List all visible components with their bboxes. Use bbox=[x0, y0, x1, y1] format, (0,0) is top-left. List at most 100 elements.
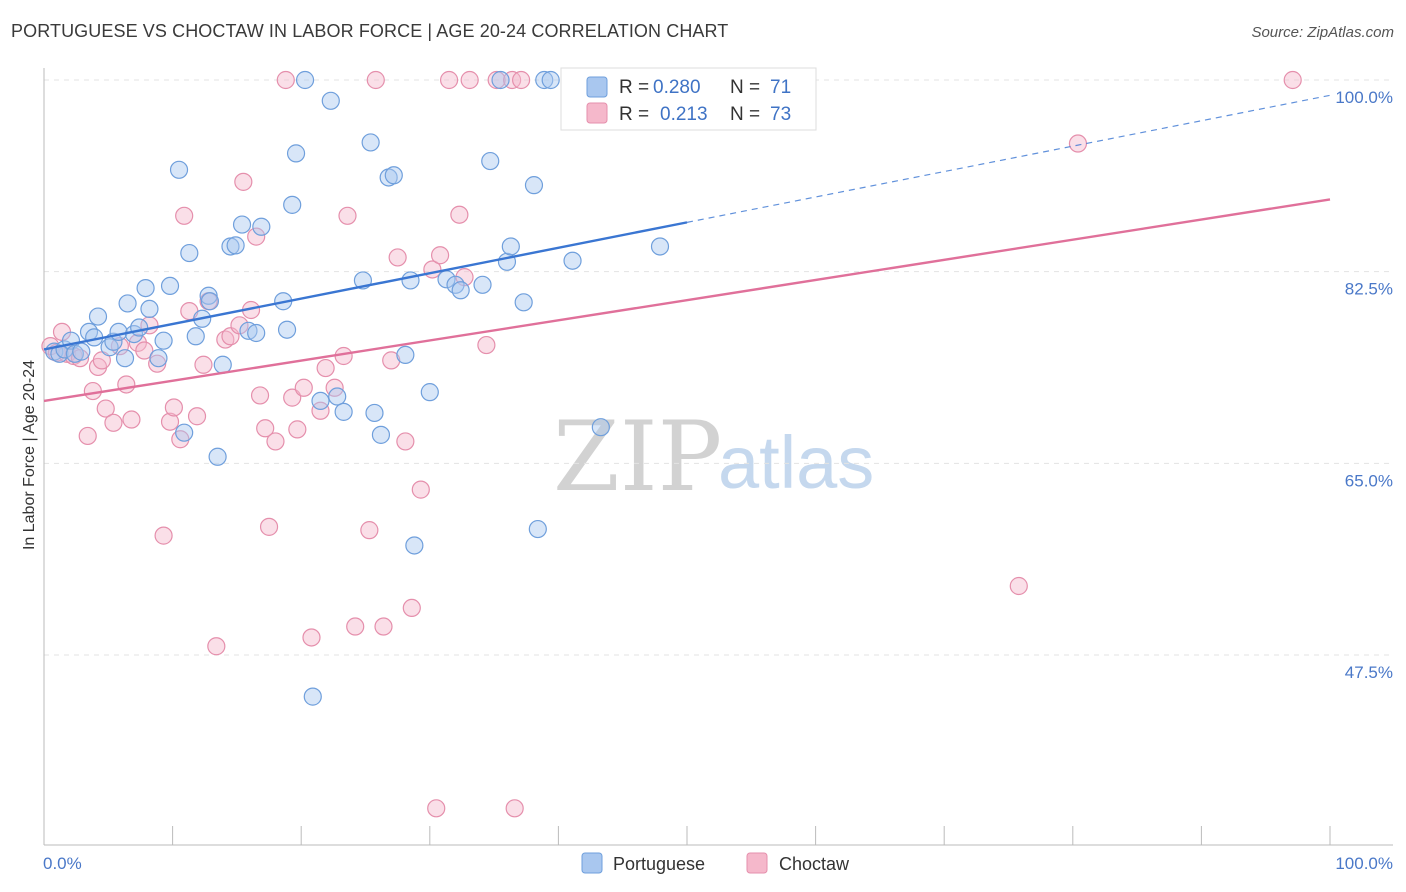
choctaw-point bbox=[117, 375, 136, 394]
portuguese-point bbox=[524, 176, 544, 195]
portuguese-point bbox=[321, 91, 340, 110]
choctaw-point bbox=[346, 617, 365, 636]
axes bbox=[43, 68, 1393, 846]
choctaw-point bbox=[234, 172, 253, 191]
portuguese-point bbox=[541, 70, 560, 90]
portuguese-point bbox=[384, 166, 403, 185]
portuguese-point bbox=[232, 215, 252, 234]
choctaw-point bbox=[450, 205, 469, 224]
choctaw-point bbox=[487, 70, 506, 90]
gridlines bbox=[44, 79, 1393, 656]
portuguese-point bbox=[514, 293, 533, 312]
choctaw-point bbox=[302, 628, 321, 647]
portuguese-point bbox=[396, 345, 415, 365]
choctaw-point bbox=[316, 358, 335, 378]
choctaw-point bbox=[439, 70, 459, 90]
legend-choctaw-label: Choctaw bbox=[779, 854, 850, 874]
choctaw-point bbox=[388, 248, 407, 267]
portuguese-n-value: 71 bbox=[770, 77, 791, 98]
portuguese-point bbox=[283, 195, 302, 214]
choctaw-point bbox=[283, 388, 302, 407]
choctaw-point bbox=[1283, 70, 1302, 90]
stats-legend: R = 0.280 N = 71 R = 0.213 N = 73 bbox=[560, 67, 817, 131]
choctaw-point bbox=[430, 246, 450, 265]
choctaw-point bbox=[266, 432, 285, 451]
choctaw-point bbox=[187, 407, 207, 426]
portuguese-point bbox=[311, 391, 330, 411]
choctaw-point bbox=[194, 355, 213, 374]
portuguese-points bbox=[45, 70, 670, 706]
choctaw-point bbox=[477, 335, 496, 355]
choctaw-point bbox=[460, 70, 479, 90]
choctaw-point bbox=[411, 480, 430, 499]
portuguese-point bbox=[473, 275, 492, 294]
choctaw-point bbox=[259, 517, 279, 536]
legend-portuguese-swatch bbox=[581, 852, 603, 874]
portuguese-point bbox=[186, 327, 205, 346]
choctaw-point bbox=[135, 341, 154, 360]
portuguese-swatch bbox=[586, 76, 608, 98]
choctaw-point bbox=[83, 381, 102, 401]
choctaw-point bbox=[154, 526, 173, 545]
x-tick-label-min: 0.0% bbox=[43, 854, 82, 873]
y-tick-label: 82.5% bbox=[1345, 280, 1393, 299]
portuguese-point bbox=[160, 276, 180, 296]
portuguese-point bbox=[136, 278, 155, 298]
choctaw-point bbox=[338, 206, 357, 225]
portuguese-point bbox=[118, 294, 137, 313]
choctaw-point bbox=[207, 637, 226, 656]
choctaw-r-label: R = bbox=[619, 104, 649, 125]
x-tick-label-max: 100.0% bbox=[1335, 854, 1393, 873]
portuguese-point bbox=[200, 292, 219, 311]
portuguese-point bbox=[109, 322, 128, 342]
portuguese-point bbox=[303, 687, 322, 706]
portuguese-point bbox=[591, 418, 610, 437]
choctaw-point bbox=[276, 70, 295, 90]
choctaw-point bbox=[78, 426, 97, 446]
choctaw-point bbox=[396, 432, 415, 451]
choctaw-point bbox=[96, 399, 115, 418]
series-legend: Portuguese Choctaw bbox=[581, 852, 850, 874]
portuguese-point bbox=[72, 342, 91, 361]
portuguese-point bbox=[277, 320, 297, 339]
portuguese-point bbox=[365, 403, 384, 423]
choctaw-r-value: 0.213 bbox=[660, 104, 708, 125]
choctaw-point bbox=[230, 316, 249, 335]
choctaw-point bbox=[288, 420, 307, 439]
portuguese-point bbox=[420, 383, 439, 402]
portuguese-point bbox=[501, 237, 520, 256]
choctaw-point bbox=[311, 401, 330, 420]
choctaw-swatch bbox=[586, 102, 608, 124]
portuguese-point bbox=[371, 425, 391, 444]
choctaw-point bbox=[122, 410, 141, 429]
choctaw-point bbox=[294, 378, 313, 397]
choctaw-point bbox=[512, 70, 531, 90]
choctaw-point bbox=[175, 206, 194, 225]
portuguese-point bbox=[88, 307, 108, 326]
choctaw-point bbox=[374, 617, 393, 636]
choctaw-point bbox=[256, 419, 275, 438]
portuguese-point bbox=[286, 144, 306, 163]
portuguese-point bbox=[528, 519, 547, 539]
portuguese-point bbox=[405, 536, 424, 555]
choctaw-point bbox=[250, 386, 270, 405]
portuguese-point bbox=[334, 402, 353, 421]
choctaw-point bbox=[427, 799, 446, 818]
y-tick-label: 100.0% bbox=[1335, 88, 1393, 107]
y-tick-label: 47.5% bbox=[1345, 663, 1393, 682]
choctaw-point bbox=[360, 521, 379, 540]
choctaw-point bbox=[247, 227, 266, 246]
portuguese-n-label: N = bbox=[730, 77, 760, 98]
portuguese-point bbox=[328, 387, 347, 406]
choctaw-points bbox=[41, 70, 1302, 818]
choctaw-point bbox=[164, 398, 183, 417]
portuguese-point bbox=[180, 243, 199, 263]
source-credit: Source: ZipAtlas.com bbox=[1251, 24, 1394, 41]
portuguese-point bbox=[535, 70, 554, 90]
legend-portuguese-label: Portuguese bbox=[613, 854, 705, 874]
portuguese-point bbox=[115, 349, 135, 368]
chart-title: PORTUGUESE VS CHOCTAW IN LABOR FORCE | A… bbox=[11, 21, 729, 41]
choctaw-point bbox=[160, 412, 180, 431]
portuguese-point bbox=[208, 447, 227, 466]
portuguese-point bbox=[169, 160, 189, 179]
